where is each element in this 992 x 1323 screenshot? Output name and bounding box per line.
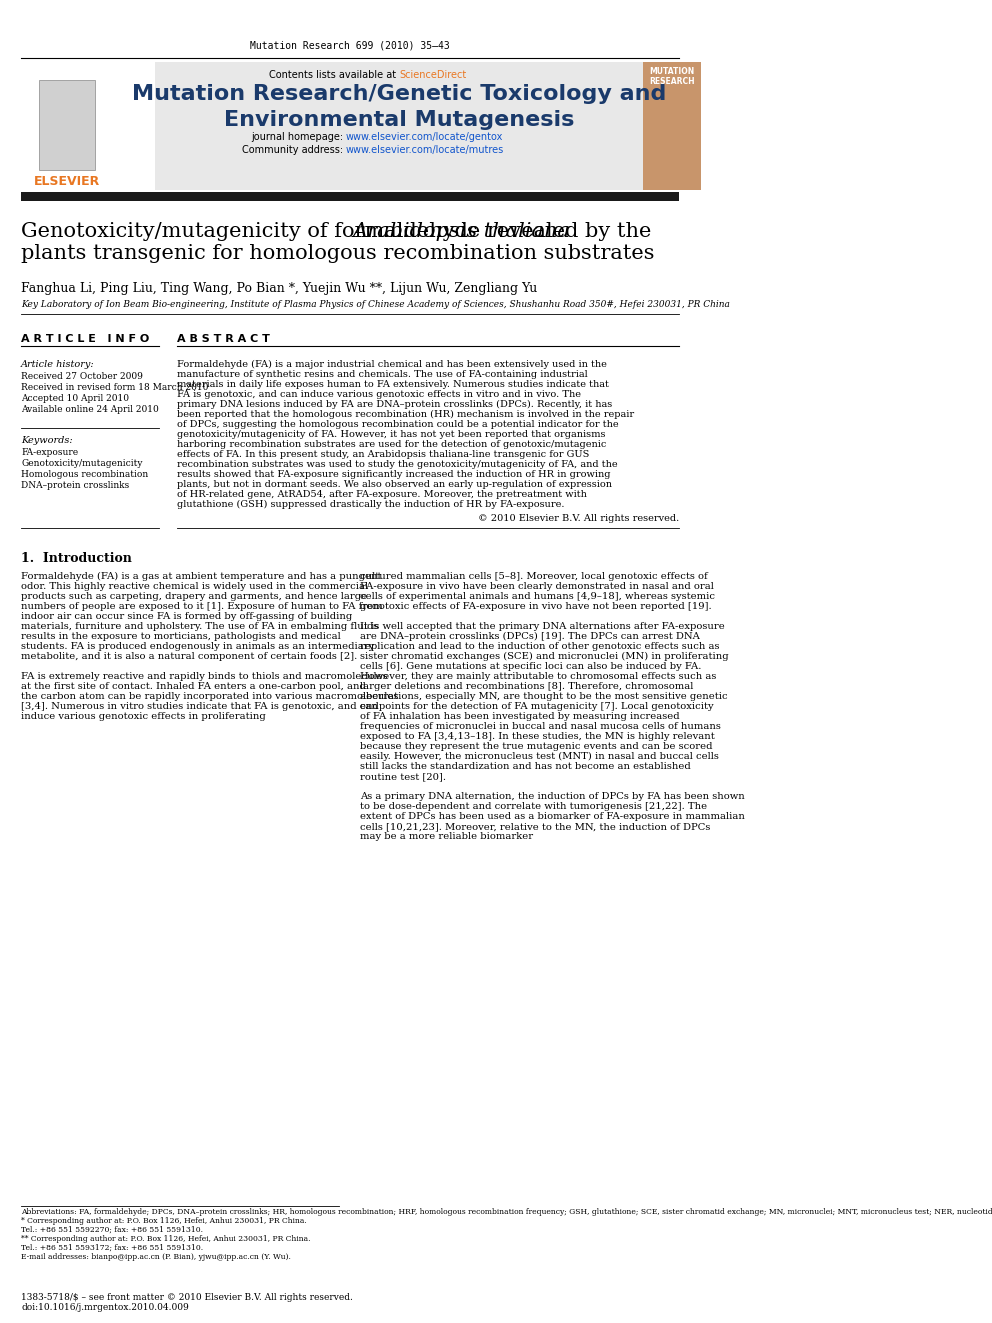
Text: materials in daily life exposes human to FA extensively. Numerous studies indica: materials in daily life exposes human to… <box>177 380 608 389</box>
Text: Genotoxicity/mutagenicity: Genotoxicity/mutagenicity <box>21 459 143 468</box>
FancyBboxPatch shape <box>643 62 700 191</box>
Text: sister chromatid exchanges (SCE) and micronuclei (MN) in proliferating: sister chromatid exchanges (SCE) and mic… <box>360 652 729 662</box>
FancyBboxPatch shape <box>156 62 643 191</box>
Text: FA is genotoxic, and can induce various genotoxic effects in vitro and in vivo. : FA is genotoxic, and can induce various … <box>177 390 580 400</box>
Text: Formaldehyde (FA) is a gas at ambient temperature and has a pungent: Formaldehyde (FA) is a gas at ambient te… <box>21 572 382 581</box>
Text: larger deletions and recombinations [8]. Therefore, chromosomal: larger deletions and recombinations [8].… <box>360 681 693 691</box>
Text: metabolite, and it is also a natural component of certain foods [2].: metabolite, and it is also a natural com… <box>21 652 357 662</box>
Text: the carbon atom can be rapidly incorporated into various macromolecules: the carbon atom can be rapidly incorpora… <box>21 692 399 701</box>
Text: Keywords:: Keywords: <box>21 437 72 445</box>
Text: However, they are mainly attributable to chromosomal effects such as: However, they are mainly attributable to… <box>360 672 716 681</box>
Text: odor. This highly reactive chemical is widely used in the commercial: odor. This highly reactive chemical is w… <box>21 582 368 591</box>
Text: results in the exposure to morticians, pathologists and medical: results in the exposure to morticians, p… <box>21 632 341 642</box>
Text: DNA–protein crosslinks: DNA–protein crosslinks <box>21 482 129 490</box>
Text: routine test [20].: routine test [20]. <box>360 773 446 781</box>
Text: cells [10,21,23]. Moreover, relative to the MN, the induction of DPCs: cells [10,21,23]. Moreover, relative to … <box>360 822 710 831</box>
Text: because they represent the true mutagenic events and can be scored: because they represent the true mutageni… <box>360 742 712 751</box>
Text: glutathione (GSH) suppressed drastically the induction of HR by FA-exposure.: glutathione (GSH) suppressed drastically… <box>177 500 564 509</box>
Text: [3,4]. Numerous in vitro studies indicate that FA is genotoxic, and can: [3,4]. Numerous in vitro studies indicat… <box>21 703 378 710</box>
Text: Genotoxicity/mutagenicity of formaldehyde revealed by the: Genotoxicity/mutagenicity of formaldehyd… <box>21 222 658 241</box>
Text: Key Laboratory of Ion Beam Bio-engineering, Institute of Plasma Physics of Chine: Key Laboratory of Ion Beam Bio-engineeri… <box>21 300 730 310</box>
FancyBboxPatch shape <box>21 62 156 191</box>
Text: cells of experimental animals and humans [4,9–18], whereas systemic: cells of experimental animals and humans… <box>360 591 715 601</box>
Text: Contents lists available at: Contents lists available at <box>269 70 399 79</box>
Text: results showed that FA-exposure significantly increased the induction of HR in g: results showed that FA-exposure signific… <box>177 470 610 479</box>
Text: A B S T R A C T: A B S T R A C T <box>177 333 270 344</box>
Text: ScienceDirect: ScienceDirect <box>399 70 466 79</box>
Text: of FA inhalation has been investigated by measuring increased: of FA inhalation has been investigated b… <box>360 712 680 721</box>
Text: may be a more reliable biomarker: may be a more reliable biomarker <box>360 832 534 841</box>
Text: are DNA–protein crosslinks (DPCs) [19]. The DPCs can arrest DNA: are DNA–protein crosslinks (DPCs) [19]. … <box>360 632 700 642</box>
FancyBboxPatch shape <box>21 192 680 201</box>
Text: It is well accepted that the primary DNA alternations after FA-exposure: It is well accepted that the primary DNA… <box>360 622 725 631</box>
Text: Article history:: Article history: <box>21 360 95 369</box>
Text: students. FA is produced endogenously in animals as an intermediary: students. FA is produced endogenously in… <box>21 642 374 651</box>
Text: As a primary DNA alternation, the induction of DPCs by FA has been shown: As a primary DNA alternation, the induct… <box>360 792 745 800</box>
Text: * Corresponding author at: P.O. Box 1126, Hefei, Anhui 230031, PR China.: * Corresponding author at: P.O. Box 1126… <box>21 1217 307 1225</box>
Text: MUTATION
RESEARCH: MUTATION RESEARCH <box>649 67 694 86</box>
Text: replication and lead to the induction of other genotoxic effects such as: replication and lead to the induction of… <box>360 642 719 651</box>
Text: to be dose-dependent and correlate with tumorigenesis [21,22]. The: to be dose-dependent and correlate with … <box>360 802 707 811</box>
Text: Mutation Research 699 (2010) 35–43: Mutation Research 699 (2010) 35–43 <box>250 40 450 50</box>
Text: Mutation Research/Genetic Toxicology and: Mutation Research/Genetic Toxicology and <box>132 83 667 105</box>
Text: genotoxic effects of FA-exposure in vivo have not been reported [19].: genotoxic effects of FA-exposure in vivo… <box>360 602 712 611</box>
Text: of HR-related gene, AtRAD54, after FA-exposure. Moreover, the pretreatment with: of HR-related gene, AtRAD54, after FA-ex… <box>177 490 586 499</box>
Text: easily. However, the micronucleus test (MNT) in nasal and buccal cells: easily. However, the micronucleus test (… <box>360 751 719 761</box>
Text: ELSEVIER: ELSEVIER <box>34 175 100 188</box>
Text: induce various genotoxic effects in proliferating: induce various genotoxic effects in prol… <box>21 712 266 721</box>
Text: Abbreviations: FA, formaldehyde; DPCs, DNA–protein crosslinks; HR, homologous re: Abbreviations: FA, formaldehyde; DPCs, D… <box>21 1208 992 1216</box>
FancyBboxPatch shape <box>39 79 95 169</box>
Text: plants, but not in dormant seeds. We also observed an early up-regulation of exp: plants, but not in dormant seeds. We als… <box>177 480 611 490</box>
Text: A R T I C L E   I N F O: A R T I C L E I N F O <box>21 333 150 344</box>
Text: cultured mammalian cells [5–8]. Moreover, local genotoxic effects of: cultured mammalian cells [5–8]. Moreover… <box>360 572 708 581</box>
Text: harboring recombination substrates are used for the detection of genotoxic/mutag: harboring recombination substrates are u… <box>177 441 606 448</box>
Text: numbers of people are exposed to it [1]. Exposure of human to FA from: numbers of people are exposed to it [1].… <box>21 602 383 611</box>
Text: materials, furniture and upholstery. The use of FA in embalming fluids: materials, furniture and upholstery. The… <box>21 622 379 631</box>
Text: manufacture of synthetic resins and chemicals. The use of FA-containing industri: manufacture of synthetic resins and chem… <box>177 370 587 378</box>
Text: FA-exposure in vivo have been clearly demonstrated in nasal and oral: FA-exposure in vivo have been clearly de… <box>360 582 714 591</box>
Text: extent of DPCs has been used as a biomarker of FA-exposure in mammalian: extent of DPCs has been used as a biomar… <box>360 812 745 822</box>
Text: genotoxicity/mutagenicity of FA. However, it has not yet been reported that orga: genotoxicity/mutagenicity of FA. However… <box>177 430 605 439</box>
Text: endpoints for the detection of FA mutagenicity [7]. Local genotoxicity: endpoints for the detection of FA mutage… <box>360 703 714 710</box>
Text: aberrations, especially MN, are thought to be the most sensitive genetic: aberrations, especially MN, are thought … <box>360 692 728 701</box>
Text: cells [6]. Gene mutations at specific loci can also be induced by FA.: cells [6]. Gene mutations at specific lo… <box>360 662 701 671</box>
Text: E-mail addresses: bianpo@ipp.ac.cn (P. Bian), yjwu@ipp.ac.cn (Y. Wu).: E-mail addresses: bianpo@ipp.ac.cn (P. B… <box>21 1253 291 1261</box>
Text: of DPCs, suggesting the homologous recombination could be a potential indicator : of DPCs, suggesting the homologous recom… <box>177 419 618 429</box>
Text: Environmental Mutagenesis: Environmental Mutagenesis <box>224 110 574 130</box>
Text: FA-exposure: FA-exposure <box>21 448 78 456</box>
Text: Tel.: +86 551 5592270; fax: +86 551 5591310.: Tel.: +86 551 5592270; fax: +86 551 5591… <box>21 1226 203 1234</box>
Text: doi:10.1016/j.mrgentox.2010.04.009: doi:10.1016/j.mrgentox.2010.04.009 <box>21 1303 188 1312</box>
Text: Received 27 October 2009: Received 27 October 2009 <box>21 372 143 381</box>
Text: ** Corresponding author at: P.O. Box 1126, Hefei, Anhui 230031, PR China.: ** Corresponding author at: P.O. Box 112… <box>21 1234 310 1244</box>
Text: Community address:: Community address: <box>242 146 346 155</box>
Text: Arabidopsis thaliana: Arabidopsis thaliana <box>353 222 570 241</box>
Text: at the first site of contact. Inhaled FA enters a one-carbon pool, and: at the first site of contact. Inhaled FA… <box>21 681 366 691</box>
Text: Fanghua Li, Ping Liu, Ting Wang, Po Bian *, Yuejin Wu **, Lijun Wu, Zengliang Yu: Fanghua Li, Ping Liu, Ting Wang, Po Bian… <box>21 282 538 295</box>
Text: still lacks the standardization and has not become an established: still lacks the standardization and has … <box>360 762 690 771</box>
Text: Available online 24 April 2010: Available online 24 April 2010 <box>21 405 159 414</box>
Text: Formaldehyde (FA) is a major industrial chemical and has been extensively used i: Formaldehyde (FA) is a major industrial … <box>177 360 606 369</box>
Text: exposed to FA [3,4,13–18]. In these studies, the MN is highly relevant: exposed to FA [3,4,13–18]. In these stud… <box>360 732 715 741</box>
Text: effects of FA. In this present study, an Arabidopsis thaliana-line transgenic fo: effects of FA. In this present study, an… <box>177 450 589 459</box>
Text: www.elsevier.com/locate/gentox: www.elsevier.com/locate/gentox <box>346 132 503 142</box>
Text: Accepted 10 April 2010: Accepted 10 April 2010 <box>21 394 129 404</box>
Text: recombination substrates was used to study the genotoxicity/mutagenicity of FA, : recombination substrates was used to stu… <box>177 460 617 468</box>
Text: indoor air can occur since FA is formed by off-gassing of building: indoor air can occur since FA is formed … <box>21 613 352 620</box>
Text: primary DNA lesions induced by FA are DNA–protein crosslinks (DPCs). Recently, i: primary DNA lesions induced by FA are DN… <box>177 400 612 409</box>
Text: Tel.: +86 551 5593172; fax: +86 551 5591310.: Tel.: +86 551 5593172; fax: +86 551 5591… <box>21 1244 203 1252</box>
Text: © 2010 Elsevier B.V. All rights reserved.: © 2010 Elsevier B.V. All rights reserved… <box>478 515 680 523</box>
Text: journal homepage:: journal homepage: <box>251 132 346 142</box>
Text: www.elsevier.com/locate/mutres: www.elsevier.com/locate/mutres <box>346 146 504 155</box>
Text: frequencies of micronuclei in buccal and nasal mucosa cells of humans: frequencies of micronuclei in buccal and… <box>360 722 721 732</box>
Text: Homologous recombination: Homologous recombination <box>21 470 149 479</box>
Text: plants transgenic for homologous recombination substrates: plants transgenic for homologous recombi… <box>21 243 655 263</box>
Text: Received in revised form 18 March 2010: Received in revised form 18 March 2010 <box>21 382 208 392</box>
Text: FA is extremely reactive and rapidly binds to thiols and macromolecules: FA is extremely reactive and rapidly bin… <box>21 672 388 681</box>
Text: been reported that the homologous recombination (HR) mechanism is involved in th: been reported that the homologous recomb… <box>177 410 634 419</box>
Text: products such as carpeting, drapery and garments, and hence large: products such as carpeting, drapery and … <box>21 591 367 601</box>
Text: 1.  Introduction: 1. Introduction <box>21 552 132 565</box>
Text: 1383-5718/$ – see front matter © 2010 Elsevier B.V. All rights reserved.: 1383-5718/$ – see front matter © 2010 El… <box>21 1293 353 1302</box>
